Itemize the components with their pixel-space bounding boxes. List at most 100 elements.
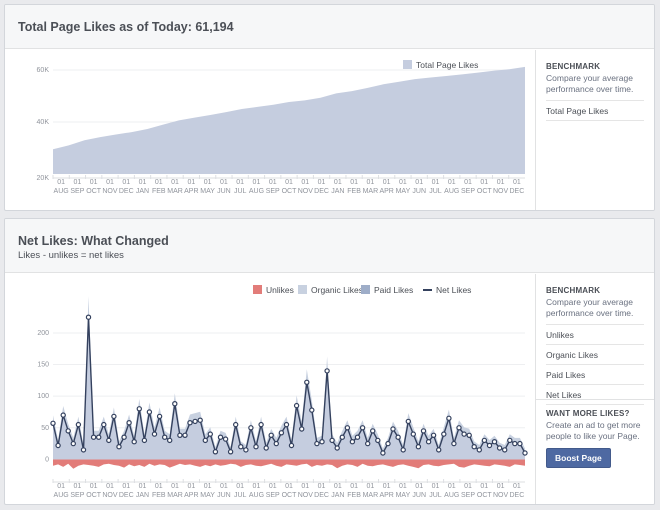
x-tick-month: DEC xyxy=(509,492,524,499)
x-tick-day: 01 xyxy=(122,483,130,490)
panel-title: Net Likes: What Changed xyxy=(18,234,169,248)
net-likes-point xyxy=(95,434,102,440)
benchmark-item-total-page-likes[interactable]: Total Page Likes xyxy=(546,100,644,121)
x-tick-day: 01 xyxy=(106,179,114,186)
ad-title: WANT MORE LIKES? xyxy=(546,409,630,418)
x-tick-day: 01 xyxy=(253,179,261,186)
x-tick-day: 01 xyxy=(57,483,65,490)
net-likes-point xyxy=(375,437,381,444)
x-tick-month: JAN xyxy=(331,188,344,195)
net-likes-point xyxy=(116,443,122,450)
panel-header: Total Page Likes as of Today: 61,194 xyxy=(5,5,654,49)
net-likes-point xyxy=(268,432,274,438)
net-likes-point xyxy=(263,445,269,451)
legend-swatch-unlikes xyxy=(253,285,262,294)
x-tick-day: 01 xyxy=(285,483,293,490)
x-tick-month: DEC xyxy=(509,188,524,195)
x-tick-month: APR xyxy=(379,492,393,499)
x-tick-day: 01 xyxy=(139,179,147,186)
net-likes-point xyxy=(146,409,153,415)
benchmark-title: BENCHMARK xyxy=(546,62,601,71)
x-tick-day: 01 xyxy=(90,483,98,490)
x-tick-month: JUL xyxy=(234,188,247,195)
benchmark-item-organic-likes[interactable]: Organic Likes xyxy=(546,344,644,364)
x-tick-day: 01 xyxy=(285,179,293,186)
x-tick-month: AUG xyxy=(249,188,264,195)
x-tick-day: 01 xyxy=(204,483,212,490)
x-tick-month: NOV xyxy=(102,492,118,499)
x-tick-month: JUN xyxy=(412,188,426,195)
net-likes-point xyxy=(471,443,477,450)
net-likes-point xyxy=(172,400,178,407)
series-total-page-likes-area xyxy=(53,66,525,174)
y-tick-label: 150 xyxy=(37,362,49,369)
net-likes-point xyxy=(278,430,285,436)
x-tick-day: 01 xyxy=(432,483,440,490)
x-tick-month: AUG xyxy=(54,492,69,499)
x-tick-day: 01 xyxy=(155,179,163,186)
x-tick-day: 01 xyxy=(139,483,147,490)
x-tick-month: SEP xyxy=(266,492,280,499)
net-likes-point xyxy=(410,431,416,437)
x-tick-day: 01 xyxy=(513,483,521,490)
x-tick-day: 01 xyxy=(464,483,472,490)
x-tick-month: AUG xyxy=(54,188,69,195)
x-tick-day: 01 xyxy=(366,179,374,186)
net-likes-point xyxy=(232,421,239,428)
x-tick-day: 01 xyxy=(187,483,195,490)
net-likes-point xyxy=(512,440,518,447)
net-likes-point xyxy=(253,443,259,450)
x-tick-month: JUL xyxy=(429,188,442,195)
x-tick-day: 01 xyxy=(187,179,195,186)
x-tick-month: APR xyxy=(184,492,198,499)
x-tick-day: 01 xyxy=(155,483,163,490)
x-tick-month: SEP xyxy=(266,188,280,195)
boost-page-button[interactable]: Boost Page xyxy=(546,448,611,468)
net-likes-point xyxy=(217,434,224,440)
benchmark-description: Compare your average performance over ti… xyxy=(546,73,634,94)
net-likes-point xyxy=(293,402,300,409)
net-likes-point xyxy=(380,450,386,456)
x-tick-month: DEC xyxy=(314,492,329,499)
y-tick-label: 200 xyxy=(37,330,49,337)
x-tick-month: JUN xyxy=(217,188,231,195)
net-likes-point xyxy=(481,437,488,444)
x-tick-month: MAR xyxy=(167,492,183,499)
benchmark-title: BENCHMARK xyxy=(546,286,601,295)
y-tick-label: 50 xyxy=(41,425,49,432)
x-tick-day: 01 xyxy=(318,483,326,490)
x-tick-month: FEB xyxy=(347,188,361,195)
x-tick-day: 01 xyxy=(334,179,342,186)
net-likes-point xyxy=(111,413,117,420)
net-likes-point xyxy=(461,431,467,437)
net-likes-point xyxy=(365,440,371,447)
x-tick-month: DEC xyxy=(119,492,134,499)
panel-header: Net Likes: What Changed Likes - unlikes … xyxy=(5,219,654,273)
x-tick-day: 01 xyxy=(57,179,65,186)
x-tick-month: MAR xyxy=(363,492,379,499)
net-likes-point xyxy=(309,407,315,413)
x-tick-day: 01 xyxy=(399,179,407,186)
legend-label-net-likes: Net Likes xyxy=(436,285,471,295)
net-likes-point xyxy=(507,437,513,444)
x-tick-month: JUL xyxy=(429,492,442,499)
benchmark-item-net-likes[interactable]: Net Likes xyxy=(546,384,644,405)
net-likes-point xyxy=(258,421,264,428)
net-likes-point xyxy=(517,440,523,447)
net-likes-point xyxy=(222,436,229,442)
x-tick-month: SEP xyxy=(461,188,475,195)
x-tick-month: APR xyxy=(184,188,198,195)
net-likes-point xyxy=(446,415,452,421)
benchmark-item-paid-likes[interactable]: Paid Likes xyxy=(546,364,644,384)
net-likes-point xyxy=(151,431,158,437)
x-tick-day: 01 xyxy=(106,483,114,490)
benchmark-item-unlikes[interactable]: Unlikes xyxy=(546,324,644,344)
x-tick-month: NOV xyxy=(493,188,509,195)
x-tick-day: 01 xyxy=(448,483,456,490)
y-tick-label: 20K xyxy=(37,175,50,182)
net-likes-point xyxy=(319,438,325,445)
x-tick-day: 01 xyxy=(480,483,488,490)
x-tick-day: 01 xyxy=(171,483,179,490)
x-tick-day: 01 xyxy=(236,483,244,490)
x-tick-day: 01 xyxy=(74,179,82,186)
